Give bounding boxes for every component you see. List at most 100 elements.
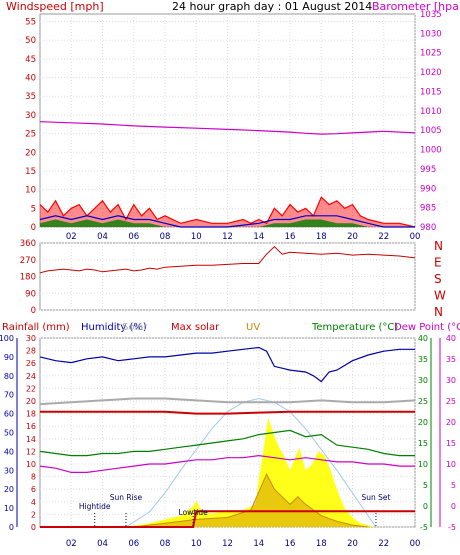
event-marker-label: Lowtide xyxy=(179,508,209,517)
dew-point-y-tick: 15 xyxy=(446,439,456,448)
temperature-y-tick: 0 xyxy=(423,502,428,511)
wind-x-tick: 02 xyxy=(66,232,77,242)
direction-y-tick: 270 xyxy=(20,256,36,266)
barometer-axis-title: Barometer [hpa] xyxy=(372,0,460,13)
wind-y-tick: 5 xyxy=(31,204,36,214)
compass-label: N xyxy=(434,305,443,319)
humidity-y-tick: 60 xyxy=(4,410,14,419)
climate-x-tick: 06 xyxy=(128,539,139,549)
wind-y-tick: 45 xyxy=(25,55,36,65)
windspeed-axis-title: Windspeed [mph] xyxy=(6,0,104,13)
temperature-y-tick: 5 xyxy=(423,481,428,490)
temperature-line xyxy=(39,429,415,457)
solar-label: Solar xyxy=(122,322,148,333)
humidity-y-tick: 50 xyxy=(4,429,14,438)
wind-y-tick: 35 xyxy=(25,92,36,102)
wind-x-tick: 10 xyxy=(191,232,202,242)
direction-series xyxy=(39,246,416,274)
max-solar-label: Max solar xyxy=(171,322,220,333)
climate-x-tick: 10 xyxy=(191,539,202,549)
direction-line xyxy=(39,246,416,274)
temperature-label: Temperature (°C) xyxy=(311,322,398,333)
rainfall-y-tick: 10 xyxy=(26,460,36,469)
direction-y-tick: 90 xyxy=(25,289,36,299)
wind-x-tick: 14 xyxy=(253,232,264,242)
climate-x-tick: 04 xyxy=(97,539,108,549)
dew-point-y-tick: 25 xyxy=(446,397,456,406)
humidity-y-tick: 80 xyxy=(4,372,14,381)
barometer-y-tick: 1005 xyxy=(420,126,442,136)
wind-y-tick: 55 xyxy=(25,17,36,27)
wind-y-tick: 0 xyxy=(31,223,36,233)
temperature-y-tick: 40 xyxy=(418,334,428,343)
barometer-line xyxy=(39,121,416,135)
wind-x-tick: 04 xyxy=(97,232,108,242)
humidity-label: Humidity (%) xyxy=(81,322,147,333)
rainfall-y-tick: 24 xyxy=(26,372,36,381)
barometer-y-tick: 1015 xyxy=(420,87,442,97)
wind-x-tick: 00 xyxy=(410,232,421,242)
rainfall-y-tick: 16 xyxy=(26,422,36,431)
climate-x-tick: 20 xyxy=(347,539,358,549)
barometer-y-tick: 985 xyxy=(420,204,436,214)
solar-line xyxy=(39,397,416,406)
temperature-y-tick: 15 xyxy=(418,439,428,448)
compass-label: W xyxy=(434,289,446,303)
humidity-y-tick: 30 xyxy=(4,466,14,475)
wind-barometer-panel: 0510152025303540455055980985990995100010… xyxy=(25,10,441,242)
rainfall-y-tick: 18 xyxy=(26,410,36,419)
rainfall-y-tick: 0 xyxy=(31,523,36,532)
rainfall-y-tick: 30 xyxy=(26,334,36,343)
wind-x-tick: 16 xyxy=(285,232,296,242)
dew-point-y-tick: 30 xyxy=(446,376,456,385)
direction-y-tick: 360 xyxy=(20,239,36,249)
climate-panel: 0102030405060708090100024681012141618202… xyxy=(0,334,456,549)
compass-label: S xyxy=(434,272,442,286)
humidity-y-tick: 0 xyxy=(9,523,14,532)
climate-x-tick: 18 xyxy=(316,539,327,549)
climate-series xyxy=(39,346,416,528)
rainfall-y-tick: 14 xyxy=(26,435,36,444)
dew-point-y-tick: 5 xyxy=(451,481,456,490)
barometer-y-tick: 1010 xyxy=(420,107,442,117)
barometer-y-tick: 990 xyxy=(420,184,436,194)
climate-x-tick: 02 xyxy=(66,539,77,549)
temperature-y-tick: 10 xyxy=(418,460,428,469)
direction-y-tick: 0 xyxy=(31,306,36,316)
humidity-line xyxy=(39,346,415,383)
temperature-y-tick: 25 xyxy=(418,397,428,406)
event-marker-label: Hightide xyxy=(79,502,111,511)
dew-point-y-tick: 20 xyxy=(446,418,456,427)
climate-x-tick: 22 xyxy=(378,539,389,549)
humidity-y-tick: 100 xyxy=(0,334,14,343)
climate-x-tick: 14 xyxy=(253,539,264,549)
wind-y-tick: 40 xyxy=(25,74,36,84)
rainfall-line xyxy=(40,510,415,528)
dew-point-label: Dew Point (°C) xyxy=(394,322,460,333)
barometer-y-tick: 1030 xyxy=(420,29,442,39)
wind-y-tick: 25 xyxy=(25,130,36,140)
climate-fill xyxy=(125,417,376,528)
climate-x-tick: 12 xyxy=(222,539,233,549)
wind-x-tick: 08 xyxy=(160,232,171,242)
rainfall-y-tick: 28 xyxy=(26,347,36,356)
wind-line xyxy=(39,196,416,228)
barometer-y-tick: 1025 xyxy=(420,49,442,59)
wind-axis-ticks: 0510152025303540455055980985990995100010… xyxy=(25,10,441,242)
max-solar-line xyxy=(40,410,415,415)
rainfall-y-tick: 20 xyxy=(26,397,36,406)
wind-x-tick: 06 xyxy=(128,232,139,242)
event-marker-label: Sun Set xyxy=(361,493,390,502)
climate-x-tick: 08 xyxy=(160,539,171,549)
uv-label: UV xyxy=(246,322,260,333)
rainfall-y-tick: 12 xyxy=(26,447,36,456)
rainfall-y-tick: 26 xyxy=(26,359,36,368)
climate-x-tick: 16 xyxy=(285,539,296,549)
wind-y-tick: 50 xyxy=(25,36,36,46)
wind-y-tick: 30 xyxy=(25,111,36,121)
dew-point-y-tick: -5 xyxy=(448,523,456,532)
barometer-y-tick: 1020 xyxy=(420,68,442,78)
